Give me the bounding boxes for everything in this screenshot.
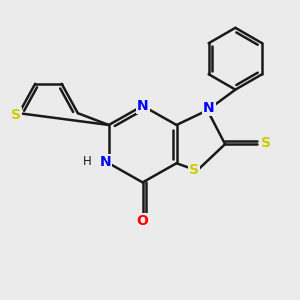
Text: N: N <box>137 99 148 113</box>
Text: H: H <box>83 155 92 168</box>
Text: S: S <box>189 163 199 177</box>
Text: S: S <box>11 108 21 122</box>
Text: N: N <box>203 101 215 115</box>
Text: S: S <box>261 136 271 150</box>
Text: N: N <box>99 155 111 169</box>
Text: O: O <box>137 214 148 228</box>
